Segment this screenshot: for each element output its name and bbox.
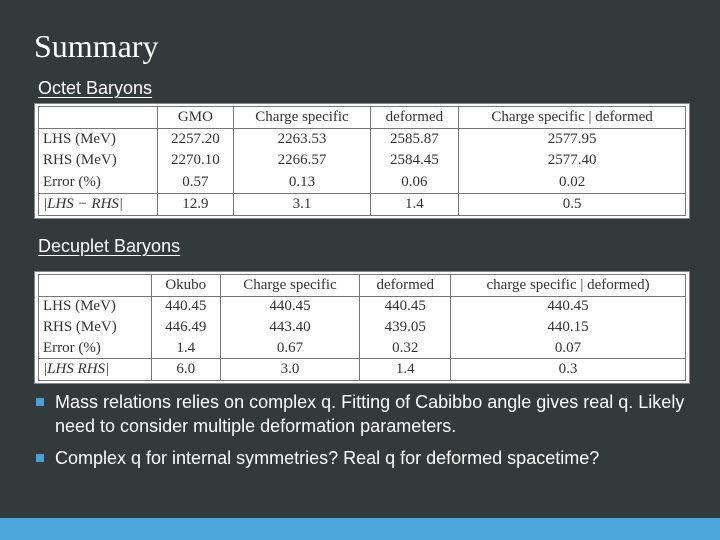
- octet-cell: 2263.53: [233, 128, 371, 151]
- square-bullet-icon: [36, 398, 44, 406]
- octet-row-label: |LHS − RHS|: [38, 192, 158, 217]
- octet-cell: 3.1: [233, 192, 371, 217]
- decuplet-header-row: Okubo Charge specific deformed charge sp…: [38, 274, 686, 297]
- decuplet-cell: 0.32: [359, 337, 452, 359]
- decuplet-row: |LHS RHS| 6.0 3.0 1.4 0.3: [38, 358, 686, 381]
- octet-row: Error (%) 0.57 0.13 0.06 0.02: [38, 171, 686, 194]
- bullet-item: Mass relations relies on complex q. Fitt…: [36, 390, 706, 438]
- octet-row: |LHS − RHS| 12.9 3.1 1.4 0.5: [38, 192, 686, 217]
- octet-cell: 2266.57: [233, 150, 371, 172]
- decuplet-cell: 440.45: [450, 296, 686, 318]
- octet-row-label: Error (%): [38, 171, 158, 194]
- decuplet-cell: 443.40: [219, 317, 361, 338]
- octet-cell: 12.9: [156, 192, 235, 217]
- decuplet-cell: 440.45: [219, 296, 361, 318]
- decuplet-cell: 440.15: [450, 317, 686, 338]
- slide-title: Summary: [34, 28, 159, 64]
- decuplet-header-cell: Charge specific: [219, 274, 361, 297]
- decuplet-row: RHS (MeV) 446.49 443.40 439.05 440.15: [38, 317, 686, 338]
- octet-cell: 2584.45: [369, 150, 460, 172]
- octet-cell: 2577.40: [458, 150, 686, 172]
- octet-cell: 1.4: [369, 192, 460, 217]
- octet-cell: 2585.87: [369, 128, 460, 151]
- decuplet-cell: 439.05: [359, 317, 452, 338]
- octet-cell: 2577.95: [458, 128, 686, 151]
- octet-cell: 0.5: [458, 192, 686, 217]
- decuplet-header-cell: deformed: [359, 274, 452, 297]
- bottom-accent-bar: [0, 518, 720, 540]
- octet-table: GMO Charge specific deformed Charge spec…: [38, 105, 686, 217]
- octet-cell: 0.06: [369, 171, 460, 194]
- bullet-text: Mass relations relies on complex q. Fitt…: [55, 392, 685, 436]
- octet-cell: 2270.10: [156, 150, 235, 172]
- octet-header-cell: Charge specific: [233, 105, 371, 130]
- octet-header-cell: [38, 105, 158, 130]
- bullet-item: Complex q for internal symmetries? Real …: [36, 446, 706, 470]
- octet-header-cell: deformed: [369, 105, 460, 130]
- octet-row: LHS (MeV) 2257.20 2263.53 2585.87 2577.9…: [38, 128, 686, 151]
- decuplet-header-cell: charge specific | deformed): [450, 274, 686, 297]
- octet-row-label: RHS (MeV): [38, 150, 158, 172]
- decuplet-cell: 440.45: [150, 296, 221, 318]
- decuplet-row: LHS (MeV) 440.45 440.45 440.45 440.45: [38, 296, 686, 318]
- decuplet-table-container: Okubo Charge specific deformed charge sp…: [34, 271, 690, 384]
- decuplet-row: Error (%) 1.4 0.67 0.32 0.07: [38, 337, 686, 359]
- octet-section-label: Octet Baryons: [38, 78, 153, 98]
- square-bullet-icon: [36, 454, 44, 462]
- decuplet-cell: 6.0: [150, 358, 221, 381]
- bullet-text: Complex q for internal symmetries? Real …: [55, 448, 600, 468]
- decuplet-cell: 0.67: [219, 337, 361, 359]
- decuplet-header-cell: [38, 274, 152, 297]
- decuplet-cell: 3.0: [219, 358, 361, 381]
- octet-row: RHS (MeV) 2270.10 2266.57 2584.45 2577.4…: [38, 150, 686, 172]
- decuplet-row-label: LHS (MeV): [38, 296, 152, 318]
- decuplet-cell: 0.07: [450, 337, 686, 359]
- decuplet-row-label: RHS (MeV): [38, 317, 152, 338]
- decuplet-header-cell: Okubo: [150, 274, 221, 297]
- octet-cell: 2257.20: [156, 128, 235, 151]
- octet-header-cell: GMO: [156, 105, 235, 130]
- decuplet-cell: 1.4: [359, 358, 452, 381]
- octet-header-row: GMO Charge specific deformed Charge spec…: [38, 105, 686, 130]
- octet-cell: 0.13: [233, 171, 371, 194]
- octet-header-cell: Charge specific | deformed: [458, 105, 686, 130]
- decuplet-section-label: Decuplet Baryons: [38, 236, 181, 256]
- decuplet-cell: 446.49: [150, 317, 221, 338]
- octet-table-container: GMO Charge specific deformed Charge spec…: [34, 103, 690, 219]
- octet-cell: 0.57: [156, 171, 235, 194]
- decuplet-cell: 0.3: [450, 358, 686, 381]
- bullet-list: Mass relations relies on complex q. Fitt…: [36, 390, 706, 478]
- octet-cell: 0.02: [458, 171, 686, 194]
- decuplet-table: Okubo Charge specific deformed charge sp…: [38, 274, 686, 381]
- octet-row-label: LHS (MeV): [38, 128, 158, 151]
- decuplet-cell: 1.4: [150, 337, 221, 359]
- decuplet-cell: 440.45: [359, 296, 452, 318]
- decuplet-row-label: |LHS RHS|: [38, 358, 152, 381]
- decuplet-row-label: Error (%): [38, 337, 152, 359]
